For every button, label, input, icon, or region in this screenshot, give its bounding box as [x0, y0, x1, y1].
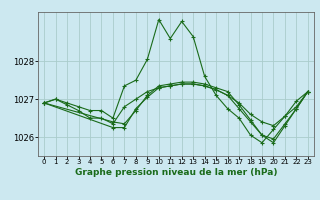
X-axis label: Graphe pression niveau de la mer (hPa): Graphe pression niveau de la mer (hPa): [75, 168, 277, 177]
